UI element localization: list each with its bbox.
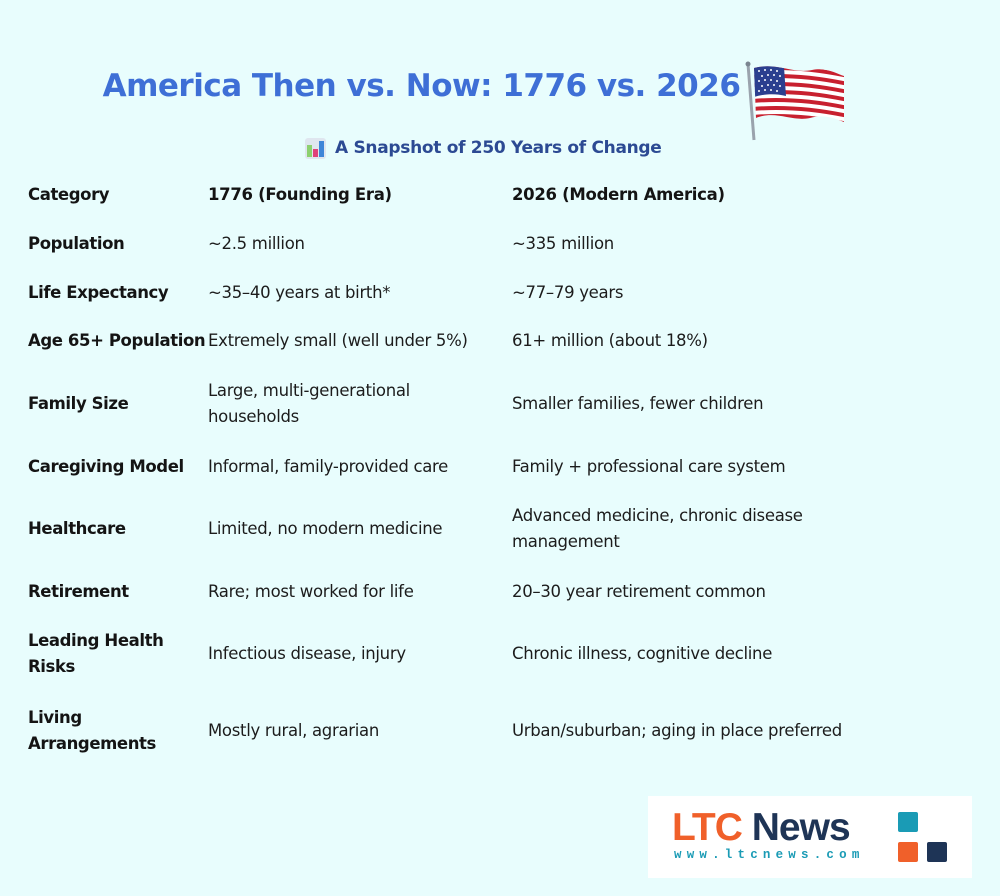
category-cell: Retirement: [28, 582, 129, 601]
column-header-2026: 2026 (Modern America): [512, 185, 725, 204]
now-cell: ~335 million: [512, 234, 614, 253]
then-cell: Limited, no modern medicine: [208, 519, 443, 538]
subtitle-text: A Snapshot of 250 Years of Change: [335, 138, 662, 158]
then-cell: ~35–40 years at birth*: [208, 283, 391, 302]
category-cell: Family Size: [28, 394, 129, 413]
category-cell: Leading Health Risks: [28, 631, 164, 676]
logo-ltc-text: LTC: [672, 806, 743, 849]
then-cell: Large, multi-generational households: [208, 381, 410, 426]
table-row: Age 65+ Population Extremely small (well…: [28, 328, 928, 354]
now-cell: 20–30 year retirement common: [512, 582, 766, 601]
subtitle: A Snapshot of 250 Years of Change: [305, 136, 662, 160]
category-cell: Life Expectancy: [28, 283, 169, 302]
category-cell: Healthcare: [28, 519, 126, 538]
page-title: America Then vs. Now: 1776 vs. 2026: [102, 68, 741, 104]
table-row: Living Arrangements Mostly rural, agrari…: [28, 705, 928, 757]
column-header-1776: 1776 (Founding Era): [208, 185, 392, 204]
table-row: Population ~2.5 million ~335 million: [28, 231, 928, 257]
us-flag-icon: [745, 61, 844, 141]
logo-square-orange-icon: [898, 842, 918, 862]
category-cell: Living Arrangements: [28, 708, 156, 753]
table-row: Healthcare Limited, no modern medicine A…: [28, 503, 928, 555]
then-cell: Infectious disease, injury: [208, 644, 406, 663]
then-cell: Rare; most worked for life: [208, 582, 414, 601]
now-cell: ~77–79 years: [512, 283, 624, 302]
then-cell: Informal, family-provided care: [208, 457, 449, 476]
logo-news-text: News: [741, 806, 851, 849]
logo-square-teal-icon: [898, 812, 918, 832]
ltc-news-logo[interactable]: LTC News www.ltcnews.com: [648, 796, 972, 878]
category-cell: Population: [28, 234, 125, 253]
logo-wordmark: LTC News: [672, 806, 851, 850]
table-header-row: Category 1776 (Founding Era) 2026 (Moder…: [28, 182, 928, 208]
column-header-category: Category: [28, 185, 110, 204]
table-row: Leading Health Risks Infectious disease,…: [28, 628, 928, 680]
now-cell: Advanced medicine, chronic disease manag…: [512, 506, 803, 551]
now-cell: Smaller families, fewer children: [512, 394, 764, 413]
table-row: Family Size Large, multi-generational ho…: [28, 378, 928, 430]
now-cell: 61+ million (about 18%): [512, 331, 708, 350]
now-cell: Family + professional care system: [512, 457, 786, 476]
then-cell: Extremely small (well under 5%): [208, 331, 468, 350]
category-cell: Caregiving Model: [28, 457, 184, 476]
category-cell: Age 65+ Population: [28, 331, 206, 350]
table-row: Retirement Rare; most worked for life 20…: [28, 579, 928, 605]
then-cell: ~2.5 million: [208, 234, 305, 253]
logo-square-navy-icon: [927, 842, 947, 862]
table-row: Life Expectancy ~35–40 years at birth* ~…: [28, 280, 928, 306]
then-cell: Mostly rural, agrarian: [208, 721, 380, 740]
table-row: Caregiving Model Informal, family-provid…: [28, 454, 928, 480]
logo-url: www.ltcnews.com: [674, 848, 865, 862]
now-cell: Urban/suburban; aging in place preferred: [512, 721, 842, 740]
bar-chart-icon: [305, 137, 326, 159]
now-cell: Chronic illness, cognitive decline: [512, 644, 773, 663]
